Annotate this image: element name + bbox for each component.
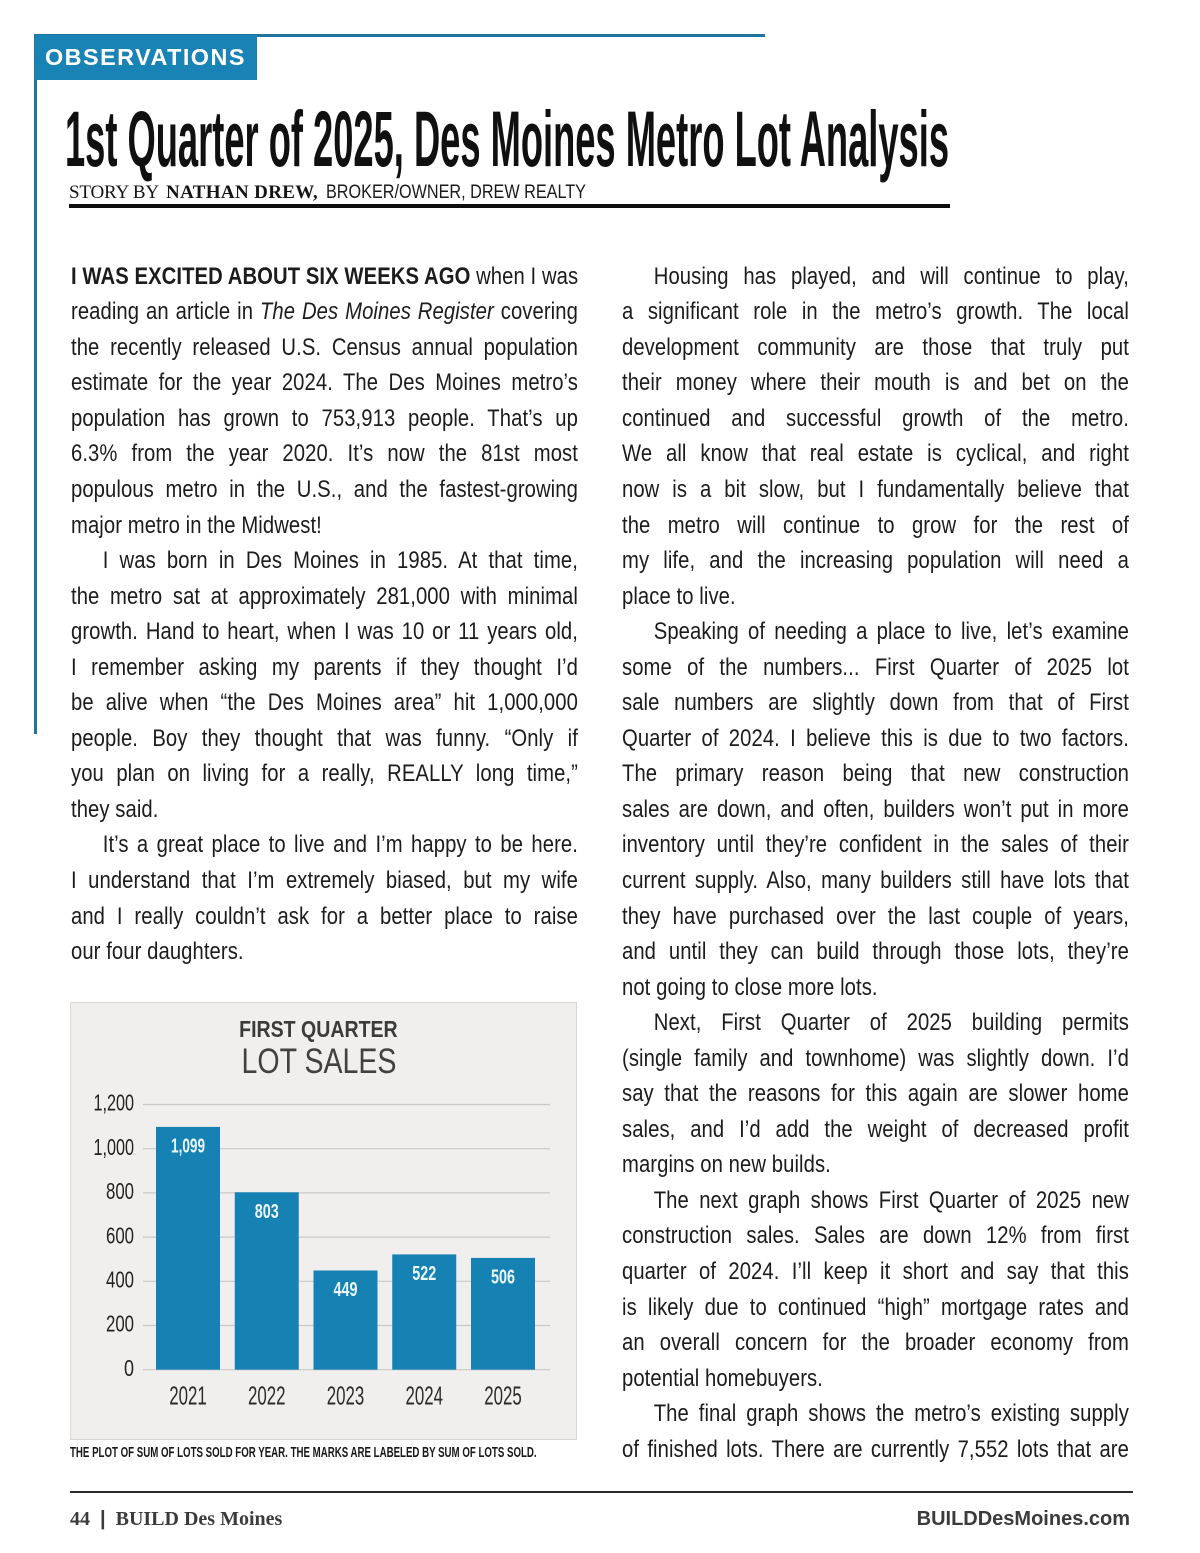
svg-text:2024: 2024 — [406, 1381, 443, 1411]
svg-text:2023: 2023 — [327, 1381, 364, 1411]
svg-text:2021: 2021 — [169, 1381, 206, 1411]
svg-text:800: 800 — [106, 1180, 134, 1205]
svg-text:522: 522 — [412, 1261, 436, 1284]
svg-text:506: 506 — [491, 1265, 515, 1288]
svg-text:600: 600 — [106, 1224, 134, 1249]
svg-text:1,200: 1,200 — [94, 1091, 134, 1117]
svg-text:LOT SALES: LOT SALES — [242, 1041, 397, 1080]
svg-text:2022: 2022 — [248, 1381, 285, 1411]
svg-text:0: 0 — [124, 1356, 134, 1382]
svg-text:200: 200 — [106, 1312, 134, 1337]
svg-text:400: 400 — [106, 1268, 134, 1293]
svg-text:FIRST QUARTER: FIRST QUARTER — [239, 1016, 398, 1042]
svg-text:1,000: 1,000 — [94, 1135, 134, 1161]
svg-text:2025: 2025 — [484, 1381, 521, 1411]
svg-text:803: 803 — [255, 1199, 279, 1222]
svg-text:1,099: 1,099 — [171, 1134, 205, 1158]
svg-text:449: 449 — [334, 1277, 358, 1300]
